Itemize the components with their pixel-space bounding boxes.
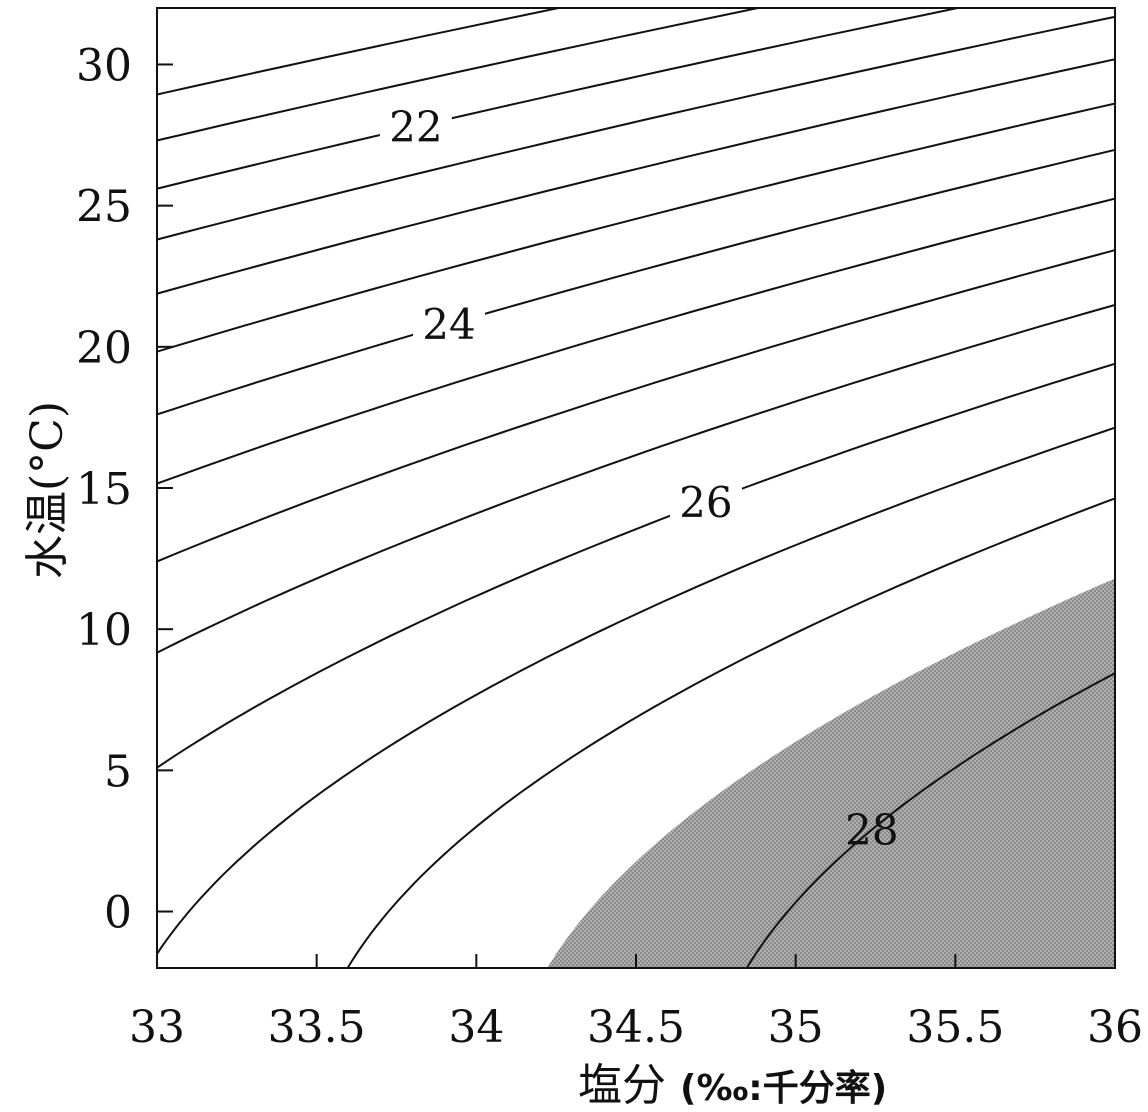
contour-line-13 — [745, 672, 1115, 968]
x-tick-label: 33 — [129, 1002, 185, 1053]
contour-label-24: 24 — [422, 300, 475, 349]
density-contours — [157, 8, 1115, 968]
y-tick-label: 15 — [76, 464, 132, 515]
contour-labels: 22 24 26 28 — [379, 100, 899, 855]
high-density-shaded-region — [547, 578, 1115, 968]
x-tick-label: 35 — [768, 1002, 824, 1053]
x-tick-label: 34.5 — [587, 1002, 685, 1053]
plot-area: 22 24 26 28 — [157, 8, 1115, 968]
contour-line-3 — [157, 15, 1115, 241]
contour-label-28: 28 — [845, 806, 898, 855]
contour-label-bg — [379, 100, 452, 151]
x-tick-label: 35.5 — [906, 1002, 1004, 1053]
contour-line-11 — [157, 426, 1115, 956]
contour-line-6 — [157, 148, 1115, 416]
y-tick-label: 10 — [76, 605, 132, 656]
x-axis-unit: (‰:千分率) — [680, 1068, 887, 1109]
y-axis-title: 水温(°C) — [22, 401, 73, 579]
contour-line-4 — [157, 58, 1115, 295]
y-tick-label: 0 — [104, 888, 132, 939]
contour-label-22: 22 — [389, 103, 442, 152]
x-tick-label: 33.5 — [268, 1002, 366, 1053]
y-tick-label: 20 — [76, 323, 132, 374]
contour-line-8 — [157, 249, 1115, 563]
contour-line-12 — [346, 497, 1115, 968]
y-tick-label: 25 — [76, 182, 132, 233]
contour-label-bg — [413, 298, 486, 349]
y-tick-label: 30 — [76, 40, 132, 91]
contour-line-9 — [157, 303, 1115, 654]
contour-label-26: 26 — [679, 478, 732, 527]
y-axis-ticks: 0 5 10 15 20 25 30 — [76, 40, 173, 939]
contour-line-2 — [157, 8, 958, 190]
x-tick-label: 34 — [448, 1002, 504, 1053]
x-axis-title: 塩分 — [578, 1060, 666, 1111]
x-tick-label: 36 — [1087, 1002, 1143, 1053]
contour-line-10 — [157, 362, 1115, 769]
y-tick-label: 5 — [104, 746, 132, 797]
contour-line-5 — [157, 102, 1115, 353]
x-axis-ticks: 33 33.5 34 34.5 35 35.5 36 — [129, 954, 1143, 1053]
contour-label-bg — [669, 476, 742, 527]
